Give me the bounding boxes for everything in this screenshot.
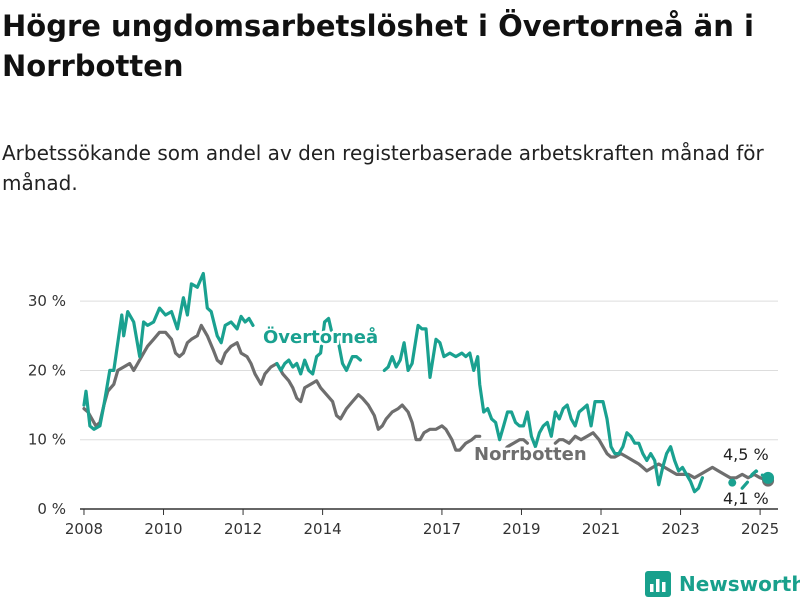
y-tick-label: 0 % <box>37 500 66 518</box>
series-line-norrbotten <box>494 438 530 456</box>
x-axis: 2008 2010 2012 2014 2017 2019 2021 2023 2025 <box>65 509 779 538</box>
x-tick-label: 2010 <box>144 520 182 538</box>
series-line-overtornea <box>275 316 362 376</box>
newsworthy-bar-chart-icon <box>645 571 671 597</box>
grid <box>80 300 778 510</box>
series-label-norrbotten: Norrbotten <box>474 444 587 465</box>
x-tick-label: 2025 <box>741 520 779 538</box>
x-tick-label: 2008 <box>65 520 103 538</box>
series-label-norrbotten: Norrbotten <box>474 444 587 465</box>
x-tick-label: 2017 <box>423 520 461 538</box>
y-tick-label: 10 % <box>28 431 66 449</box>
series-line-overtornea <box>382 323 705 494</box>
end-marker-overtornea <box>762 471 775 484</box>
chart-subtitle: Arbetssökande som andel av den registerb… <box>2 141 764 195</box>
newsworthy-logo: Newsworthy <box>645 568 800 600</box>
y-axis: 0 % 10 % 20 % 30 % <box>28 292 66 518</box>
x-tick-label: 2021 <box>582 520 620 538</box>
chart-title: Högre ungdomsarbetslöshet i Övertorneå ä… <box>2 9 754 83</box>
series-line-overtornea <box>82 271 255 431</box>
series-lines <box>82 271 770 494</box>
end-label-overtornea: 4,5 % <box>723 445 769 464</box>
x-tick-label: 2019 <box>502 520 540 538</box>
x-tick-label: 2023 <box>661 520 699 538</box>
x-tick-label: 2014 <box>304 520 342 538</box>
series-label-overtornea: Övertorneå <box>263 326 378 348</box>
series-labels: Övertorneå Övertorneå Norrbotten Norrbot… <box>261 324 769 509</box>
end-label-norrbotten: 4,1 % <box>723 489 769 508</box>
x-tick-label: 2012 <box>224 520 262 538</box>
series-label-overtornea: Övertorneå <box>263 326 378 348</box>
end-markers <box>728 471 775 487</box>
y-tick-label: 30 % <box>28 292 66 310</box>
logo-text: Newsworthy <box>679 572 800 596</box>
y-tick-label: 20 % <box>28 361 66 379</box>
data-point-marker <box>728 478 737 487</box>
